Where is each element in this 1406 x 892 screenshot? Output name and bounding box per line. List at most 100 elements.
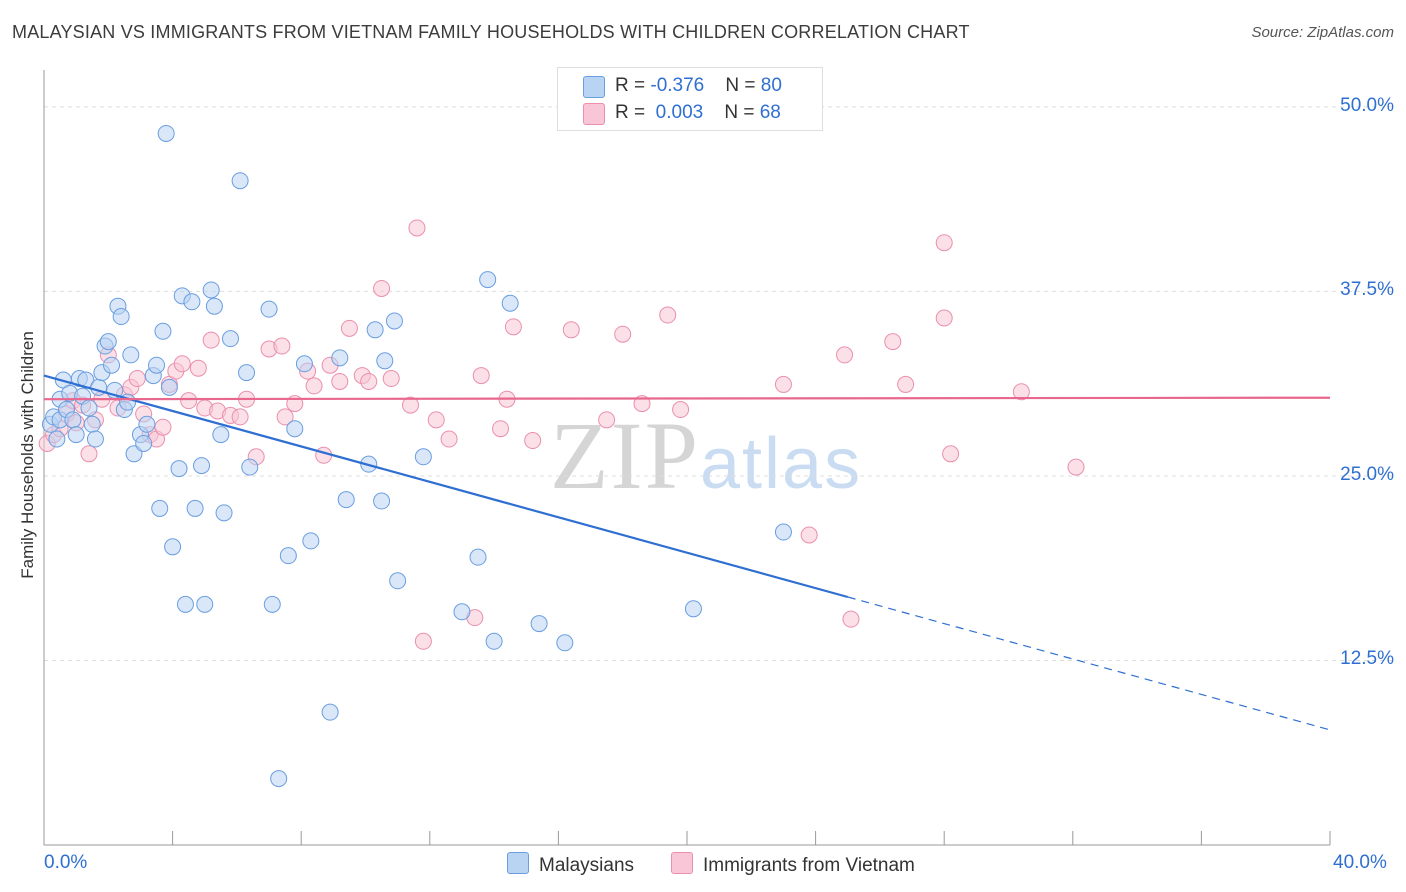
watermark-atlas: atlas bbox=[700, 424, 863, 504]
malaysian-point bbox=[389, 572, 407, 590]
malaysian-point bbox=[260, 300, 278, 318]
vietnam-point bbox=[360, 372, 378, 390]
vietnam-point bbox=[672, 401, 690, 419]
vietnam-point bbox=[440, 430, 458, 448]
vietnam-point bbox=[659, 306, 677, 324]
vietnam-point bbox=[774, 375, 792, 393]
malaysian-points bbox=[41, 124, 792, 788]
vietnam-point bbox=[800, 526, 818, 544]
malaysian-point bbox=[221, 330, 239, 348]
vietnam-point bbox=[562, 321, 580, 339]
malaysian-point bbox=[83, 415, 101, 433]
malaysian-point bbox=[170, 460, 188, 478]
vietnam-point bbox=[373, 279, 391, 297]
y-tick-label: 37.5% bbox=[1340, 279, 1394, 301]
malaysian-point bbox=[202, 281, 220, 299]
malaysian-point bbox=[453, 603, 471, 621]
malaysian-point bbox=[183, 293, 201, 311]
chart-title: MALAYSIAN VS IMMIGRANTS FROM VIETNAM FAM… bbox=[12, 22, 970, 42]
malaysian-point bbox=[135, 434, 153, 452]
vietnam-point bbox=[427, 411, 445, 429]
y-tick-label: 12.5% bbox=[1340, 648, 1394, 670]
malaysian-point bbox=[469, 548, 487, 566]
vietnam-point bbox=[128, 370, 146, 388]
vietnam-point bbox=[382, 370, 400, 388]
malaysian-point bbox=[321, 703, 339, 721]
vietnam-point bbox=[231, 408, 249, 426]
vietnam-point bbox=[80, 445, 98, 463]
vietnam-point bbox=[472, 367, 490, 385]
malaysian-point bbox=[176, 595, 194, 613]
vietnam-point bbox=[524, 432, 542, 450]
malaysian-point bbox=[231, 172, 249, 190]
malaysian-point bbox=[160, 378, 178, 396]
vietnam-point bbox=[340, 319, 358, 337]
axes bbox=[43, 70, 1331, 846]
vietnam-point bbox=[935, 309, 953, 327]
legend: R = -0.376 N = 80 R = 0.003 N = 68 bbox=[557, 67, 823, 131]
vietnam-point bbox=[180, 392, 198, 410]
malaysian-point bbox=[112, 308, 130, 326]
vietnam-point bbox=[492, 420, 510, 438]
y-axis-label: Family Households with Children bbox=[18, 331, 37, 579]
bottom-legend-malaysians: Malaysians bbox=[507, 852, 634, 877]
malaysian-point bbox=[279, 547, 297, 565]
malaysian-point bbox=[270, 770, 288, 788]
vietnam-point bbox=[504, 318, 522, 336]
vietnam-point bbox=[305, 377, 323, 395]
vietnam-point bbox=[935, 234, 953, 252]
malaysian-point bbox=[376, 352, 394, 370]
vietnam-points bbox=[38, 219, 1085, 650]
vietnam-point bbox=[173, 355, 191, 373]
vietnam-point bbox=[402, 396, 420, 414]
malaysian-point bbox=[295, 355, 313, 373]
trend-lines bbox=[43, 374, 1331, 731]
malaysian-point bbox=[64, 411, 82, 429]
vietnam-point bbox=[614, 325, 632, 343]
malaysian-point bbox=[684, 600, 702, 618]
malaysian-point bbox=[122, 346, 140, 364]
malaysian-point bbox=[286, 420, 304, 438]
bottom-legend-swatch-pink bbox=[671, 852, 693, 874]
malaysian-point bbox=[302, 532, 320, 550]
malaysian-point bbox=[373, 492, 391, 510]
malaysian-point bbox=[103, 356, 121, 374]
malaysian-point bbox=[479, 271, 497, 289]
malaysian-point bbox=[193, 457, 211, 475]
vietnam-point bbox=[1012, 383, 1030, 401]
watermark: ZIPatlas bbox=[550, 400, 862, 511]
malaysian-point bbox=[331, 349, 349, 367]
malaysian-point bbox=[366, 321, 384, 339]
malaysian-point bbox=[99, 333, 117, 351]
malaysian-point bbox=[530, 615, 548, 633]
malaysian-point bbox=[385, 312, 403, 330]
vietnam-point bbox=[331, 372, 349, 390]
vietnam-point bbox=[273, 337, 291, 355]
vietnam-point bbox=[598, 411, 616, 429]
malaysian-point bbox=[80, 399, 98, 417]
grid-lines bbox=[44, 106, 1392, 661]
watermark-zip: ZIP bbox=[550, 402, 700, 509]
malaysian-point bbox=[138, 415, 156, 433]
vietnam-point bbox=[414, 632, 432, 650]
x-tick-label-max: 40.0% bbox=[1333, 852, 1387, 873]
malaysian-point bbox=[48, 430, 66, 448]
legend-text-malaysians: R = -0.376 N = 80 bbox=[615, 75, 782, 96]
malaysian-point bbox=[67, 426, 85, 444]
malaysian-point bbox=[238, 364, 256, 382]
bottom-legend-vietnam: Immigrants from Vietnam bbox=[671, 852, 915, 877]
y-tick-label: 50.0% bbox=[1340, 94, 1394, 116]
vietnam-point bbox=[276, 408, 294, 426]
malaysian-point bbox=[148, 356, 166, 374]
vietnam-point bbox=[202, 331, 220, 349]
malaysian-point bbox=[164, 538, 182, 556]
legend-text-vietnam: R = 0.003 N = 68 bbox=[615, 102, 781, 123]
source-label: Source: ZipAtlas.com bbox=[1251, 24, 1394, 41]
vietnam-point bbox=[897, 375, 915, 393]
vietnam-point bbox=[408, 219, 426, 237]
legend-swatch-pink bbox=[583, 103, 605, 125]
malaysian-point bbox=[212, 426, 230, 444]
malaysian-trend-line bbox=[43, 374, 849, 599]
malaysian-point bbox=[556, 634, 574, 652]
x-tick-label-min: 0.0% bbox=[44, 852, 88, 873]
